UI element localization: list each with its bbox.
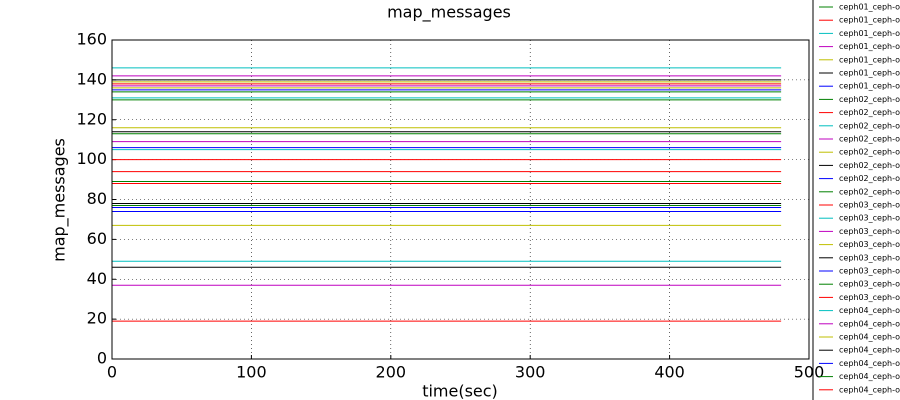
legend-label: ceph01_ceph-o xyxy=(839,3,900,12)
legend-label: ceph04_ceph-o xyxy=(839,306,900,315)
legend-label: ceph01_ceph-o xyxy=(839,55,900,64)
legend-label: ceph03_ceph-o xyxy=(839,253,900,262)
legend-label: ceph02_ceph-o xyxy=(839,187,900,196)
plot-frame xyxy=(111,39,810,360)
legend-label: ceph04_ceph-o xyxy=(839,333,900,342)
y-axis-label: map_messages xyxy=(50,138,70,262)
legend-label: ceph01_ceph-o xyxy=(839,16,900,25)
y-tick-label: 80 xyxy=(87,189,107,208)
legend-label: ceph04_ceph-o xyxy=(839,319,900,328)
legend-label: ceph02_ceph-o xyxy=(839,108,900,117)
x-tick-label: 0 xyxy=(107,363,117,382)
legend-label: ceph02_ceph-o xyxy=(839,95,900,104)
legend-label: ceph01_ceph-o xyxy=(839,42,900,51)
x-tick-label: 100 xyxy=(236,363,267,382)
x-tick-label: 300 xyxy=(515,363,546,382)
legend-label: ceph02_ceph-o xyxy=(839,174,900,183)
legend-label: ceph03_ceph-o xyxy=(839,227,900,236)
y-tick-label: 60 xyxy=(87,229,107,248)
legend-label: ceph02_ceph-o xyxy=(839,161,900,170)
legend-box xyxy=(812,0,900,400)
legend-label: ceph03_ceph-o xyxy=(839,214,900,223)
legend-label: ceph03_ceph-o xyxy=(839,267,900,276)
x-tick-label: 500 xyxy=(794,363,825,382)
legend-label: ceph04_ceph-o xyxy=(839,372,900,381)
legend-label: ceph02_ceph-o xyxy=(839,148,900,157)
legend-label: ceph03_ceph-o xyxy=(839,293,900,302)
legend-label: ceph03_ceph-o xyxy=(839,240,900,249)
legend-label: ceph01_ceph-o xyxy=(839,82,900,91)
x-tick-label: 200 xyxy=(376,363,407,382)
y-tick-label: 40 xyxy=(87,269,107,288)
legend-label: ceph01_ceph-o xyxy=(839,69,900,78)
legend-label: ceph02_ceph-o xyxy=(839,135,900,144)
legend-label: ceph03_ceph-o xyxy=(839,280,900,289)
legend-label: ceph04_ceph-o xyxy=(839,385,900,394)
chart-title: map_messages xyxy=(387,3,511,23)
legend-label: ceph02_ceph-o xyxy=(839,121,900,130)
x-axis-label: time(sec) xyxy=(422,382,498,400)
y-tick-label: 140 xyxy=(76,69,107,88)
legend-label: ceph01_ceph-o xyxy=(839,29,900,38)
legend-label: ceph04_ceph-o xyxy=(839,359,900,368)
y-tick-label: 100 xyxy=(76,149,107,168)
x-tick-label: 400 xyxy=(654,363,685,382)
legend-label: ceph04_ceph-o xyxy=(839,346,900,355)
y-tick-label: 0 xyxy=(97,349,107,368)
y-tick-label: 120 xyxy=(76,109,107,128)
y-tick-label: 20 xyxy=(87,309,107,328)
legend-label: ceph03_ceph-o xyxy=(839,201,900,210)
y-tick-label: 160 xyxy=(76,30,107,49)
